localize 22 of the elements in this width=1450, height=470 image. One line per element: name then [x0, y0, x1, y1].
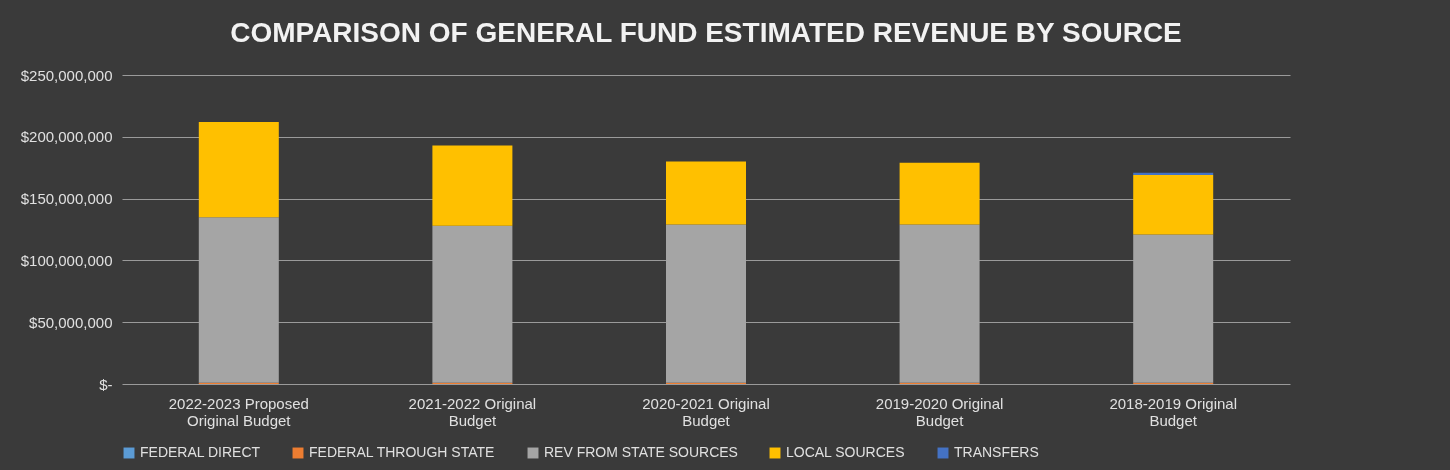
legend-label: TRANSFERS	[954, 444, 1039, 460]
bar	[666, 161, 746, 225]
y-tick-label: $250,000,000	[20, 66, 113, 84]
legend-label: LOCAL SOURCES	[786, 444, 905, 460]
x-tick-label: 2021-2022 Original Budget	[408, 394, 537, 429]
legend-label: REV FROM STATE SOURCES	[544, 444, 738, 460]
x-tick-label: 2019-2020 Original Budget	[875, 394, 1004, 429]
legend-label: FEDERAL DIRECT	[140, 444, 261, 460]
x-tick-label: 2018-2019 Original Budget	[1109, 394, 1237, 429]
y-tick-label: $200,000,000	[20, 128, 113, 146]
chart-title: COMPARISON OF GENERAL FUND ESTIMATED REVENUE BY SOURCE	[230, 17, 1182, 48]
y-tick-label: $50,000,000	[29, 313, 113, 331]
y-tick-label: $-	[99, 375, 113, 393]
bar	[198, 121, 279, 218]
bar	[899, 162, 980, 225]
x-tick-label: 2020-2021 Original Budget	[642, 394, 770, 429]
legend-label: FEDERAL THROUGH STATE	[309, 444, 495, 460]
bar	[432, 145, 513, 226]
bar	[1133, 175, 1214, 235]
y-tick-label: $100,000,000	[20, 251, 113, 269]
y-tick-label: $150,000,000	[20, 190, 113, 208]
x-tick-label: 2022-2023 Proposed Original Budget	[168, 394, 309, 429]
